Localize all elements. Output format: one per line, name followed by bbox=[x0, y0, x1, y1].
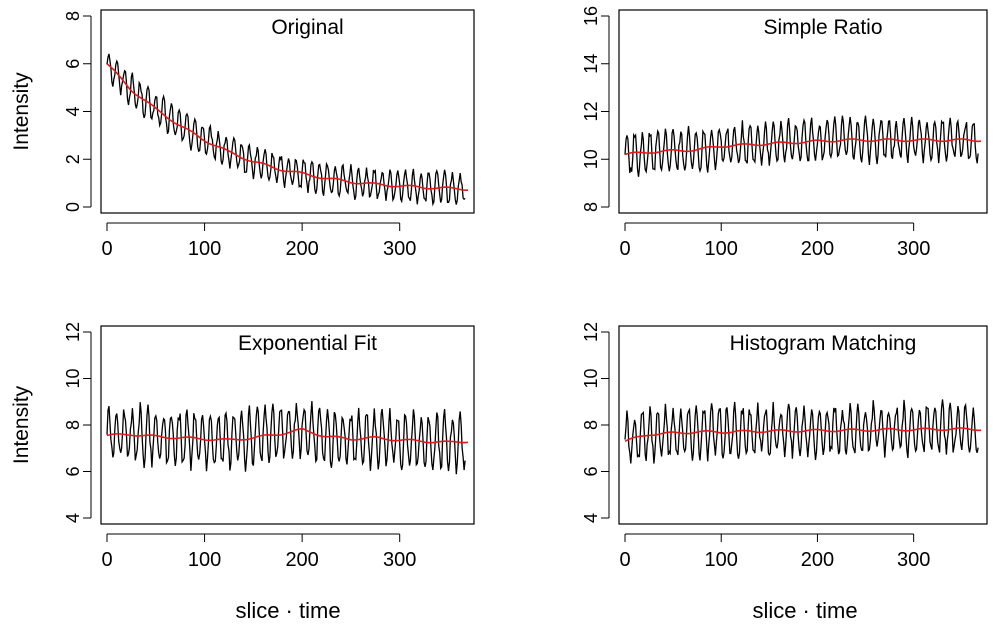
smoothed-series-line bbox=[624, 427, 981, 443]
y-tick-label: 12 bbox=[581, 322, 601, 342]
x-tick-label: 200 bbox=[285, 549, 318, 571]
chart-panel-3: 4 6 8 10 12 0 100 200 300 Intensity Exponential Fi… bbox=[10, 322, 475, 571]
y-tick-label: 10 bbox=[63, 368, 83, 388]
x-tick-label: 200 bbox=[801, 238, 834, 260]
y-tick-label: 8 bbox=[581, 420, 601, 430]
chart-title: Exponential Fit bbox=[238, 332, 377, 355]
x-tick-label: 100 bbox=[188, 549, 221, 571]
y-tick-label: 6 bbox=[63, 59, 83, 69]
y-tick-label: 4 bbox=[63, 106, 83, 116]
x-tick-label: 0 bbox=[619, 238, 630, 260]
x-tick-label: 300 bbox=[383, 238, 416, 260]
plot-frame bbox=[618, 325, 988, 525]
x-tick-label: 0 bbox=[101, 549, 112, 571]
x-tick-label: 200 bbox=[285, 238, 318, 260]
bottom-right-xlabel: slice · time bbox=[752, 598, 857, 623]
plot-frame bbox=[100, 325, 475, 525]
raw-series-line bbox=[624, 115, 979, 177]
y-tick-label: 10 bbox=[581, 368, 601, 388]
raw-series-line bbox=[624, 399, 979, 464]
x-tick-label: 300 bbox=[897, 238, 930, 260]
x-tick-label: 0 bbox=[101, 238, 112, 260]
x-tick-label: 100 bbox=[188, 238, 221, 260]
chart-title: Simple Ratio bbox=[763, 16, 882, 39]
x-tick-label: 100 bbox=[705, 549, 738, 571]
y-tick-label: 8 bbox=[63, 11, 83, 21]
y-tick-label: 4 bbox=[581, 513, 601, 523]
y-tick-label: 8 bbox=[581, 202, 601, 212]
plot-frame bbox=[618, 9, 988, 214]
y-tick-label: 12 bbox=[581, 101, 601, 121]
plot-frame bbox=[100, 9, 475, 214]
y-tick-label: 6 bbox=[581, 466, 601, 476]
x-tick-label: 100 bbox=[705, 238, 738, 260]
y-axis-label: Intensity bbox=[10, 385, 33, 464]
x-tick-label: 300 bbox=[897, 549, 930, 571]
chart-title: Original bbox=[271, 16, 343, 39]
y-tick-label: 4 bbox=[63, 513, 83, 523]
smoothed-series-line bbox=[106, 427, 469, 444]
y-tick-label: 0 bbox=[63, 202, 83, 212]
bottom-left-xlabel: slice · time bbox=[235, 598, 340, 623]
y-tick-label: 16 bbox=[581, 6, 601, 26]
chart-panel-1: 0 2 4 6 8 0 100 200 300 Intensity Original bbox=[10, 9, 475, 260]
x-tick-label: 300 bbox=[383, 549, 416, 571]
y-tick-label: 6 bbox=[63, 466, 83, 476]
x-tick-label: 200 bbox=[801, 549, 834, 571]
smoothed-series-line bbox=[624, 138, 982, 156]
chart-panel-2: 8 10 12 14 16 0 100 200 300 Simple Ratio bbox=[581, 6, 988, 260]
y-tick-label: 10 bbox=[581, 149, 601, 169]
y-axis-label: Intensity bbox=[10, 72, 33, 151]
smoothed-series-line bbox=[106, 63, 468, 191]
y-tick-label: 14 bbox=[581, 54, 601, 74]
chart-panel-4: 4 6 8 10 12 0 100 200 300 Histogram Matching bbox=[581, 322, 988, 571]
raw-series-line bbox=[106, 53, 466, 207]
chart-title: Histogram Matching bbox=[730, 332, 917, 355]
y-tick-label: 2 bbox=[63, 154, 83, 164]
y-tick-label: 12 bbox=[63, 322, 83, 342]
x-tick-label: 0 bbox=[619, 549, 630, 571]
raw-series-line bbox=[106, 401, 466, 475]
y-tick-label: 8 bbox=[63, 420, 83, 430]
